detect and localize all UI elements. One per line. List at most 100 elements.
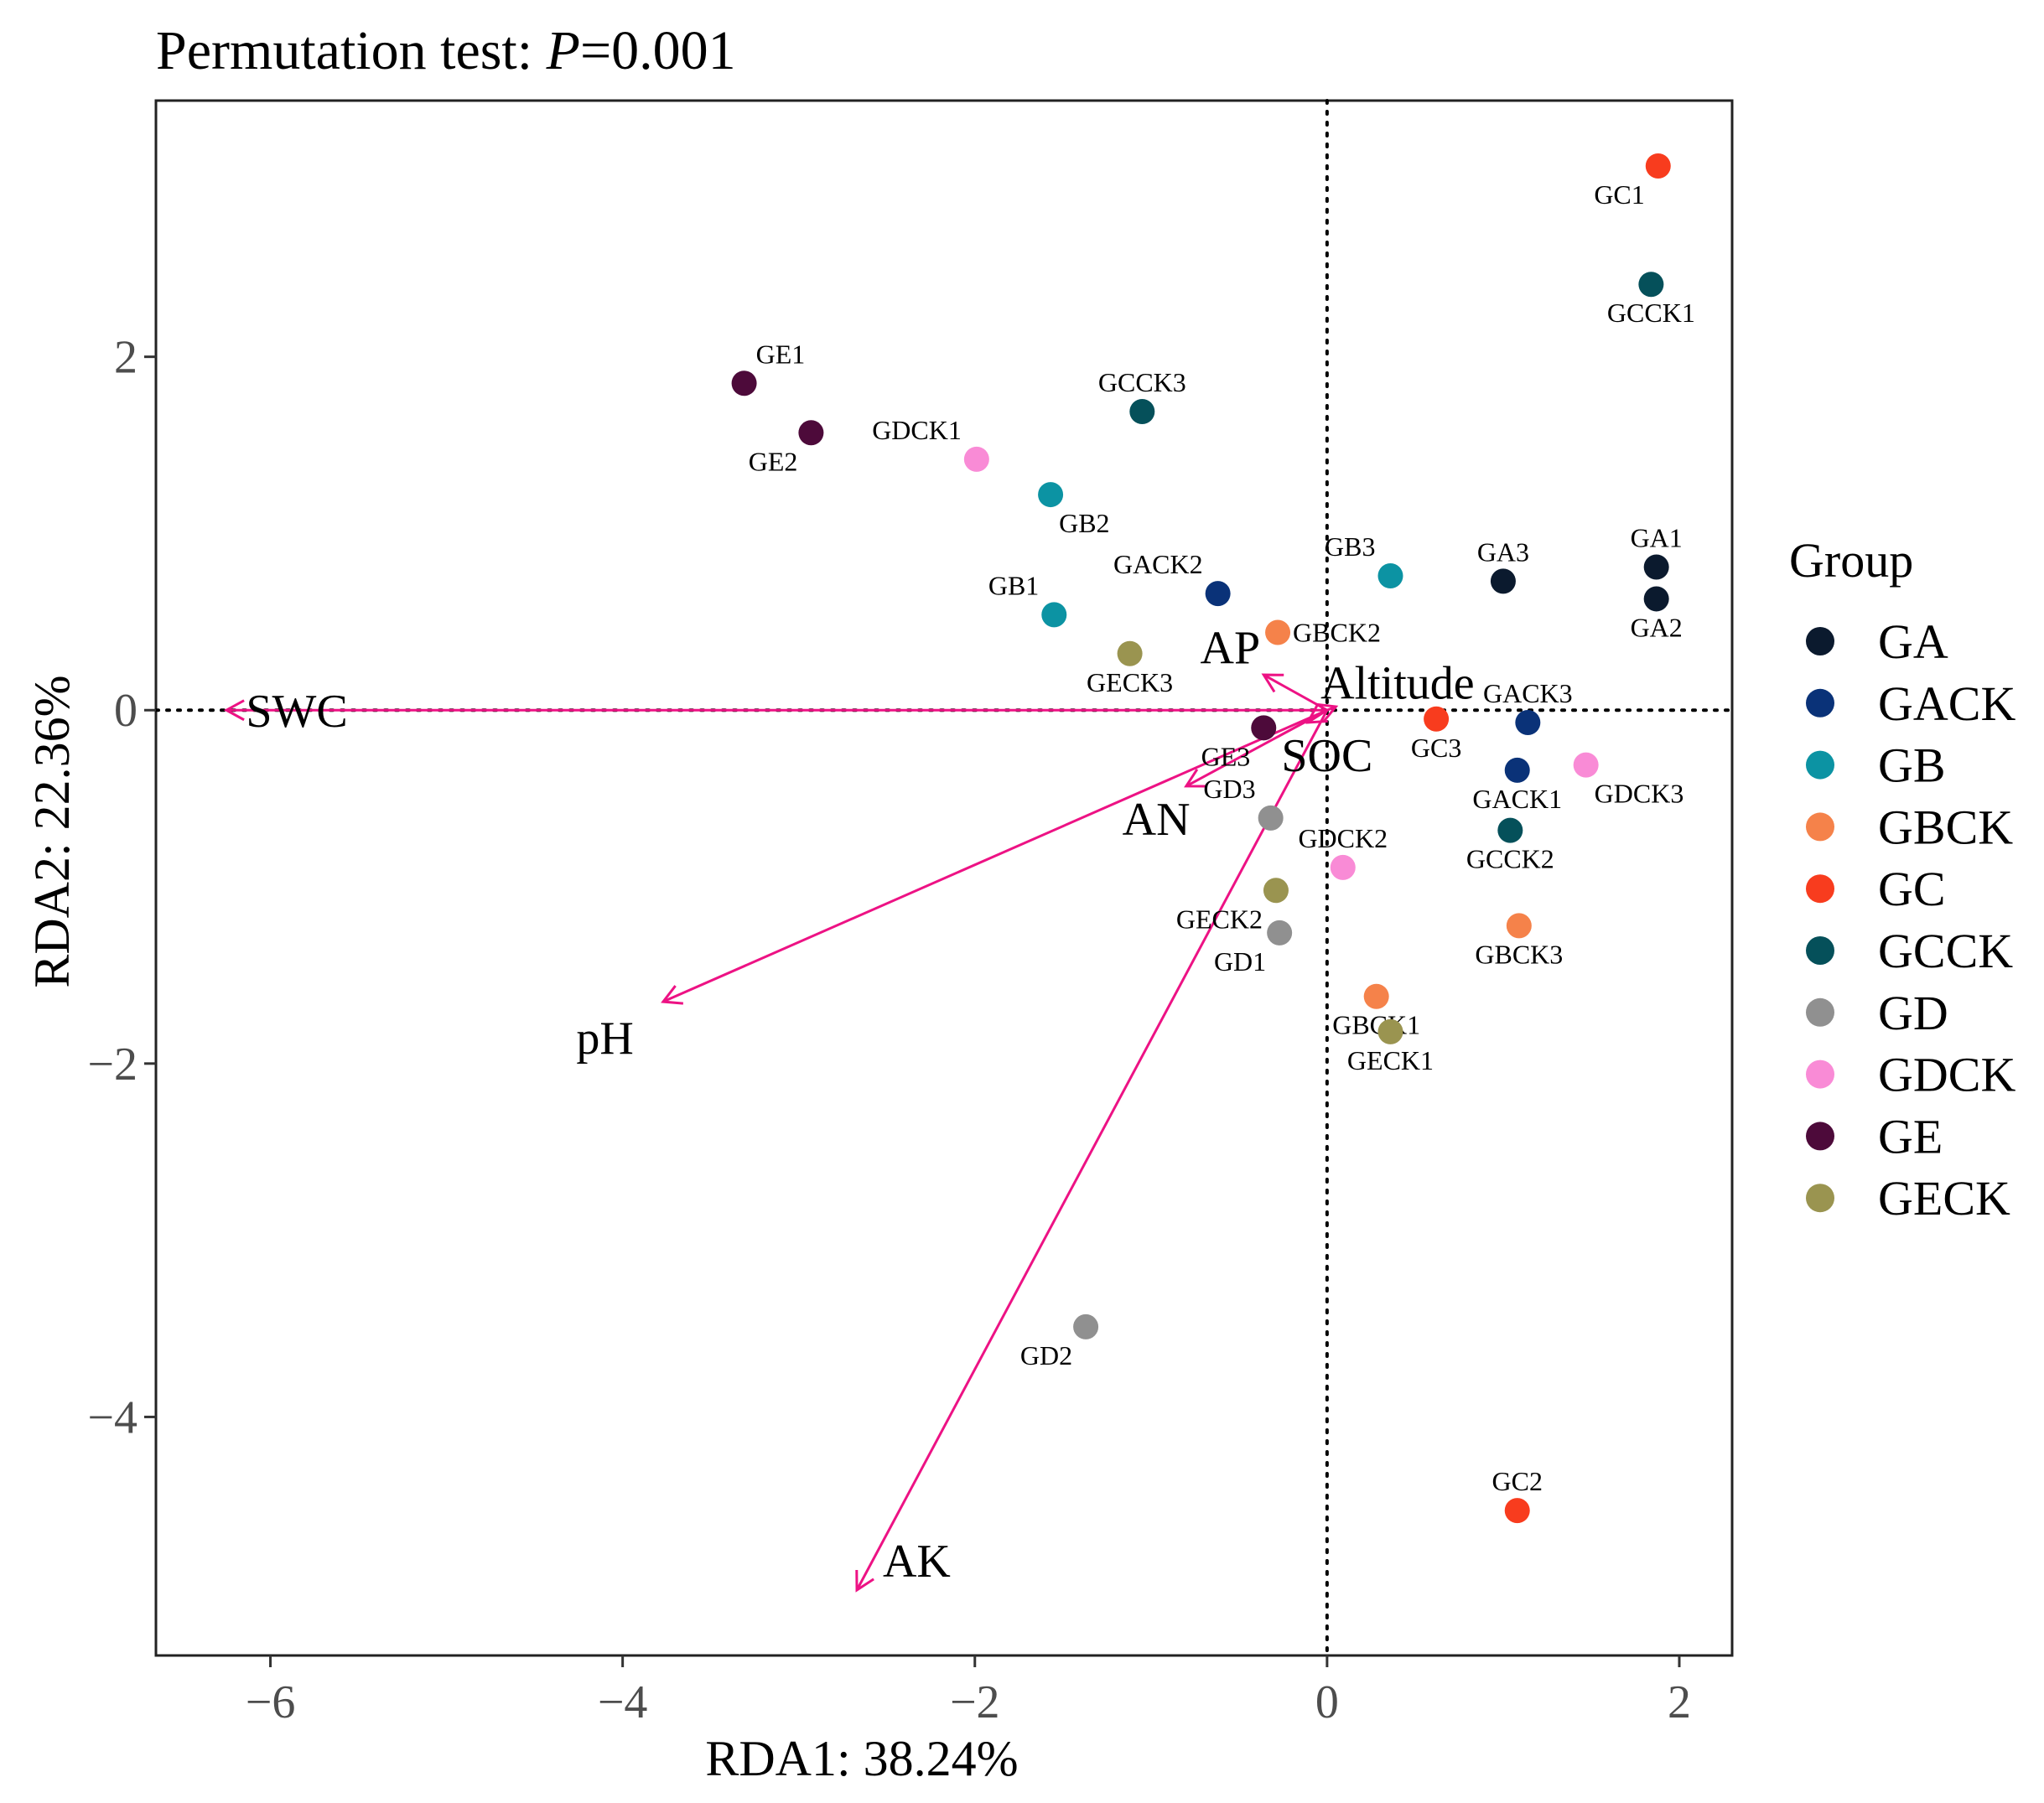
point-ge1: GE1 [731,339,806,396]
point-label: GCCK2 [1466,844,1554,874]
chart-title-italic: P [546,20,580,81]
point-ga1: GA1 [1631,523,1683,580]
point-label: GDCK1 [872,415,962,445]
vector-arrowhead [1305,704,1328,724]
legend-item-gcck: GCCK [1806,924,2013,978]
vector-arrowhead [223,699,245,722]
x-tick-label: −6 [246,1676,296,1728]
x-tick-label: −2 [950,1676,1000,1728]
y-tick-label: −4 [87,1391,137,1443]
point-geck3: GECK3 [1087,640,1173,697]
vector-arrowhead [1184,768,1206,788]
legend-item-gb: GB [1806,738,1946,793]
vector-shaft [1185,708,1328,788]
legend-label: GC [1878,862,1946,916]
legend-swatch [1806,1060,1834,1089]
legend-item-gack: GACK [1806,676,2015,731]
point-label: GACK1 [1472,784,1562,814]
point-label: GE2 [749,446,798,476]
sample-point [1424,706,1450,732]
point-gbck3: GBCK3 [1475,913,1563,969]
sample-point [731,370,757,396]
point-label: GA1 [1631,523,1683,553]
legend-swatch [1806,997,1834,1027]
sample-point [798,420,824,446]
point-ga3: GA3 [1477,536,1529,594]
point-gb1: GB1 [988,570,1067,628]
vector-label: AP [1201,622,1261,674]
y-axis-title: RDA2: 22.36% [24,675,80,987]
point-label: GDCK2 [1298,823,1388,853]
vector-label: Altitude [1320,658,1475,710]
x-tick-label: −4 [598,1676,648,1728]
point-gd1: GD1 [1214,920,1293,977]
point-gd3: GD3 [1203,774,1284,831]
vector-ap: AP [1201,622,1328,712]
legend-label: GBCK [1878,800,2013,854]
vector-shaft [662,708,1328,1003]
point-gack2: GACK2 [1113,549,1231,607]
sample-point [1504,757,1530,783]
point-gc2: GC2 [1492,1466,1543,1524]
sample-point [1038,482,1064,508]
point-label: GE1 [756,339,806,369]
legend-swatch [1806,812,1834,842]
legend-swatch [1806,1122,1834,1151]
legend-swatch [1806,936,1834,965]
point-label: GA3 [1477,536,1529,567]
legend-label: GDCK [1878,1048,2015,1102]
point-label: GECK2 [1176,904,1263,934]
point-gcck1: GCCK1 [1607,272,1695,328]
legend-item-ge: GE [1806,1109,1943,1163]
x-axis-title: RDA1: 38.24% [705,1731,1018,1786]
point-label: GBCK1 [1332,1010,1420,1040]
sample-point [1251,715,1277,741]
vector-label: SWC [246,686,347,738]
vector-arrowhead [661,985,684,1005]
point-gcck2: GCCK2 [1466,817,1554,874]
point-gc1: GC1 [1594,153,1671,210]
legend-label: GE [1878,1109,1943,1163]
legend-label: GECK [1878,1171,2010,1225]
vector-arrowhead [855,1569,874,1593]
sample-point [1506,913,1532,939]
vector-an: AN [1123,708,1328,846]
legend-item-gc: GC [1806,862,1946,916]
sample-point [1490,568,1516,594]
point-gcck3: GCCK3 [1098,367,1186,424]
legend-label: GB [1878,738,1946,793]
sample-point [1073,1313,1099,1339]
vector-label: AN [1123,794,1191,846]
sample-point [1377,563,1403,589]
point-gdck2: GDCK2 [1298,823,1388,880]
point-label: GA2 [1631,612,1683,642]
vector-arrowhead [1315,702,1339,723]
point-label: GCCK1 [1607,298,1695,328]
vector-label: pH [576,1013,633,1065]
sample-point [1515,710,1541,735]
legend-label: GD [1878,986,1948,1040]
point-label: GBCK2 [1293,617,1381,647]
vector-label: SOC [1281,730,1372,782]
point-gbck2: GBCK2 [1265,617,1381,647]
legend-swatch [1806,688,1834,718]
point-gc3: GC3 [1411,706,1461,763]
legend-swatch [1806,874,1834,904]
point-ge2: GE2 [749,420,824,476]
point-label: GE3 [1201,741,1251,771]
point-label: GC1 [1594,179,1644,210]
vector-swc: SWC [223,686,1327,738]
sample-point [1265,619,1291,645]
vector-altitude: Altitude [1315,658,1475,723]
point-geck2: GECK2 [1176,878,1289,934]
sample-point [1638,272,1664,298]
vector-shaft [855,709,1329,1591]
sample-point [963,446,989,472]
legend-label: GA [1878,614,1948,669]
point-label: GD1 [1214,946,1266,977]
point-label: GC2 [1492,1466,1543,1496]
legend-item-gbck: GBCK [1806,800,2013,854]
point-label: GECK1 [1347,1045,1434,1075]
legend-item-ga: GA [1806,614,1948,669]
